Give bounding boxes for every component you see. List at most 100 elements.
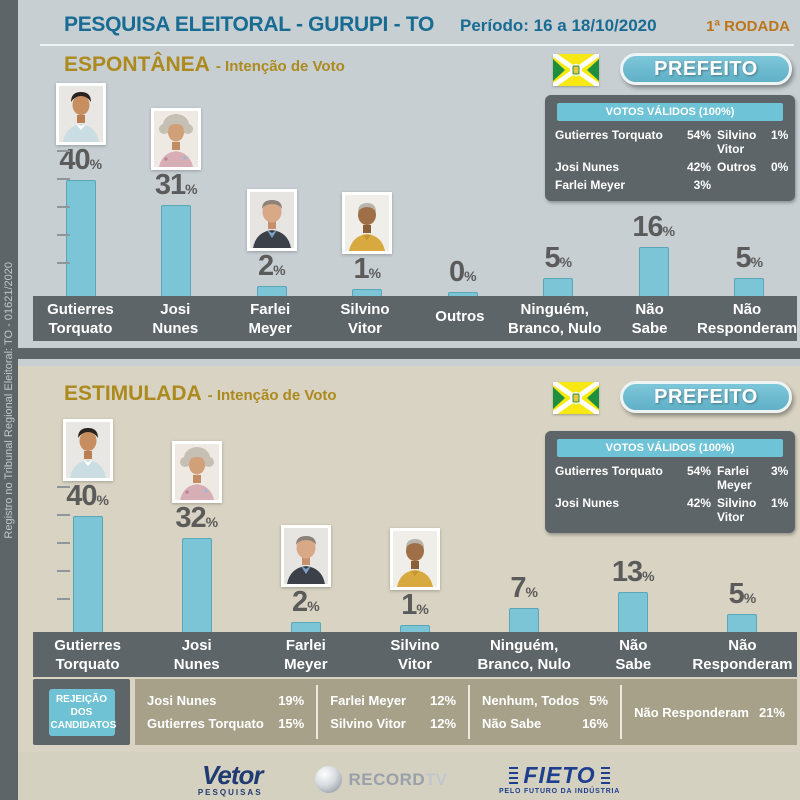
fieto-logo: FIETO PELO FUTURO DA INDÚSTRIA <box>498 762 621 796</box>
bar-value-label: 16% <box>632 211 676 244</box>
fieto-stripes-icon <box>600 766 610 784</box>
category-label: Não Responderam <box>692 637 793 673</box>
rejection-row: Silvino Vitor 12% <box>330 716 457 731</box>
bar-value-label: 13% <box>611 555 655 588</box>
valid-vote-pct: 3% <box>693 178 711 192</box>
candidate-photo-silvino <box>342 192 393 255</box>
category-label: Silvino Vitor <box>390 637 440 673</box>
valid-vote-name: Farlei Meyer <box>555 178 626 192</box>
valid-votes-title: VOTOS VÁLIDOS (100%) <box>557 103 783 121</box>
category-label: Ninguém, Branco, Nulo <box>508 301 602 337</box>
valid-vote-name: Gutierres Torquato <box>555 464 663 478</box>
candidate-photo-josi <box>151 108 202 171</box>
chart-column: 1% <box>360 528 469 632</box>
axis-tick <box>57 598 70 600</box>
category-label: Ninguém, Branco, Nulo <box>477 637 571 673</box>
bar <box>447 292 478 296</box>
rejection-group: Farlei Meyer 12% Silvino Vitor 12% <box>316 685 468 739</box>
section-subtitle: - Intenção de Voto <box>215 58 345 75</box>
bar <box>399 625 430 632</box>
chart-column: 40% <box>33 83 129 296</box>
page-title: PESQUISA ELEITORAL - GURUPI - TO <box>64 13 434 36</box>
round-label: 1ª RODADA <box>706 18 790 35</box>
section-divider <box>18 348 800 359</box>
valid-vote-pct: 0% <box>771 160 789 174</box>
prefeito-badge: PREFEITO <box>620 53 792 85</box>
valid-vote-pct: 1% <box>771 496 789 510</box>
gurupi-flag-icon <box>553 54 599 86</box>
category-label: Não Sabe <box>631 301 668 337</box>
bar <box>734 278 765 296</box>
chart-column: 2% <box>224 189 320 296</box>
rejection-group: Não Responderam 21% <box>620 685 797 739</box>
axis-tick <box>57 206 70 208</box>
chart-column: 5% <box>702 244 798 296</box>
bar-value-label: 32% <box>175 502 219 535</box>
rejection-group: Nenhum, Todos 5% Não Sabe 16% <box>468 685 620 739</box>
candidate-photo-farlei <box>246 189 297 252</box>
section-title-espontanea: ESPONTÂNEA <box>64 53 210 76</box>
category-label: Farlei Meyer <box>284 637 328 673</box>
valid-vote-pct: 54% <box>686 464 711 478</box>
candidate-photo-gutierres <box>55 83 106 145</box>
rejection-row: Não Responderam 21% <box>634 704 785 720</box>
section-title-estimulada: ESTIMULADA <box>64 382 202 405</box>
chart-column: 1% <box>320 192 416 296</box>
rejection-section: REJEIÇÃO DOS CANDIDATOS Josi Nunes 19% Guti… <box>33 679 797 745</box>
record-tv-logo: RECORD TV <box>314 766 447 793</box>
candidate-photo-farlei <box>280 525 331 588</box>
valid-vote-name: Josi Nunes <box>555 160 620 174</box>
bar <box>72 516 103 632</box>
registration-sidebar: Registro no Tribunal Regional Eleitoral:… <box>0 0 18 800</box>
category-label: Não Sabe <box>615 637 652 673</box>
category-strip: Gutierres Torquato Josi Nunes Farlei Meyer … <box>33 296 797 341</box>
survey-period: Período: 16 a 18/10/2020 <box>460 16 657 35</box>
bar <box>181 538 212 632</box>
axis-tick <box>57 150 70 152</box>
chart-column: 16% <box>606 211 702 296</box>
chart-espontanea: 40% 31% 2% 1% <box>33 83 798 341</box>
bar-value-label: 1% <box>401 589 429 622</box>
rejection-row: Nenhum, Todos 5% <box>482 693 609 708</box>
gurupi-flag-icon <box>553 382 599 414</box>
category-strip: Gutierres Torquato Josi Nunes Farlei Meyer … <box>33 632 797 677</box>
candidate-photo-silvino <box>389 528 440 591</box>
rejection-row: Josi Nunes 19% <box>147 693 305 708</box>
rejection-label-box: REJEIÇÃO DOS CANDIDATOS <box>33 679 130 745</box>
category-label: Gutierres Torquato <box>54 637 121 673</box>
bar-value-label: 2% <box>292 586 320 619</box>
category-label: Josi Nunes <box>152 301 199 337</box>
bar <box>65 180 96 296</box>
chart-column: 2% <box>251 525 360 632</box>
chart-column: 32% <box>142 441 251 632</box>
rejection-row: Gutierres Torquato 15% <box>147 716 305 731</box>
bar <box>509 608 540 632</box>
vetor-pesquisas-logo: Vetor PESQUISAS <box>197 759 264 797</box>
bar <box>638 247 669 296</box>
axis-tick <box>57 542 70 544</box>
bar-value-label: 5% <box>728 578 757 610</box>
candidate-photo-gutierres <box>62 419 113 481</box>
bar-value-label: 1% <box>353 253 382 286</box>
valid-votes-title: VOTOS VÁLIDOS (100%) <box>557 439 783 457</box>
candidate-photo-josi <box>171 441 222 504</box>
chart-column: 31% <box>129 108 225 296</box>
valid-vote-name: Silvino Vitor <box>717 128 757 156</box>
header-divider <box>40 44 794 46</box>
record-sphere-icon <box>314 766 342 793</box>
bar-value-label: 7% <box>510 572 538 605</box>
axis-tick <box>57 514 70 516</box>
valid-votes-box-estimulada: VOTOS VÁLIDOS (100%) Gutierres Torquato … <box>545 431 795 533</box>
axis-tick <box>57 486 70 488</box>
valid-vote-pct: 42% <box>686 496 711 510</box>
section-espontanea: PESQUISA ELEITORAL - GURUPI - TO Período… <box>18 0 800 348</box>
chart-estimulada: 40% 32% 2% 1% <box>33 419 797 677</box>
valid-vote-name: Gutierres Torquato <box>555 128 663 142</box>
category-label: Outros <box>435 308 485 325</box>
category-label: Josi Nunes <box>173 637 220 673</box>
category-label: Silvino Vitor <box>340 301 390 337</box>
chart-column: 7% <box>470 572 579 632</box>
chart-column: 0% <box>415 258 511 296</box>
chart-column: 40% <box>33 419 142 632</box>
